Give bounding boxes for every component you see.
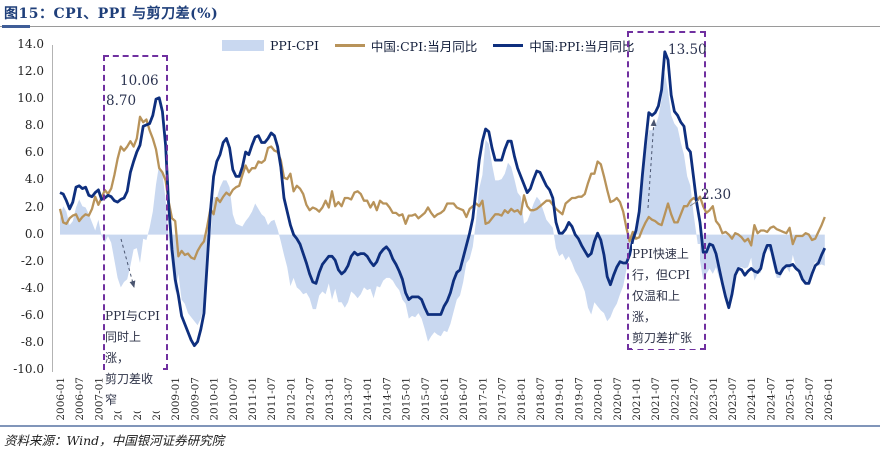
y-tick-label: 0.0 <box>24 226 44 241</box>
legend-item-ppi-cpi-area: PPI-CPI <box>222 38 319 53</box>
y-tick-label: 6.0 <box>24 145 44 160</box>
x-tick-label: 2012-07 <box>305 377 317 421</box>
source-note: 资料来源：Wind，中国银河证券研究院 <box>4 433 225 448</box>
y-tick-label: -2.0 <box>20 253 44 268</box>
x-tick-label: 2019-07 <box>573 377 585 421</box>
x-tick-label: 2024-01 <box>746 377 758 421</box>
y-tick-label: 14.0 <box>17 37 44 51</box>
x-tick-label: 2020-07 <box>612 377 624 421</box>
x-tick-label: 2014-01 <box>362 377 374 421</box>
y-tick-label: -6.0 <box>20 307 44 322</box>
title-accent-bar <box>2 25 30 28</box>
legend-item-cpi-line: 中国:CPI:当月同比 <box>334 36 478 55</box>
x-tick-label: 2021-01 <box>631 377 643 421</box>
title-divider <box>0 26 880 27</box>
x-tick-label: 2018-07 <box>535 377 547 421</box>
x-tick-label: 2023-01 <box>708 377 720 421</box>
y-tick-label: -8.0 <box>20 334 44 349</box>
x-tick-label: 2025-07 <box>804 377 816 421</box>
x-tick-label: 2022-07 <box>689 377 701 421</box>
legend-item-ppi-line: 中国:PPI:当月同比 <box>493 36 634 55</box>
x-tick-label: 2024-07 <box>765 377 777 421</box>
x-tick-label: 2016-07 <box>458 377 470 421</box>
arrow-down-icon <box>120 238 136 288</box>
x-tick-label: 2009-07 <box>189 377 201 421</box>
x-tick-label: 2017-07 <box>497 377 509 421</box>
ppi-line-swatch-icon <box>493 44 524 47</box>
x-tick-label: 2016-01 <box>439 377 451 421</box>
x-tick-label: 2025-01 <box>785 377 797 421</box>
ppi-peak-2021-label: 13.50 <box>668 42 707 58</box>
x-tick-label: 2011-01 <box>247 377 259 421</box>
figure-title: 图15：CPI、PPI 与剪刀差(%) <box>4 6 219 22</box>
x-tick-label: 2015-07 <box>420 377 432 421</box>
legend-label: PPI-CPI <box>270 38 319 53</box>
x-tick-label: 2013-01 <box>324 377 336 421</box>
x-tick-label: 2011-07 <box>266 377 278 421</box>
chart-legend: PPI-CPI 中国:CPI:当月同比 中国:PPI:当月同比 <box>222 36 634 55</box>
x-tick-label: 2010-07 <box>228 377 240 421</box>
annotation-box-2021-2022 <box>627 31 706 350</box>
x-tick-label: 2020-01 <box>593 377 605 421</box>
y-tick-label: 8.0 <box>24 118 44 133</box>
area-swatch-icon <box>222 40 264 51</box>
cpi-peak-2022-label: 2.30 <box>701 187 732 203</box>
ppi-cpi-area <box>60 72 825 342</box>
x-tick-label: 2018-01 <box>516 377 528 421</box>
x-tick-labels: 2006-012006-072007-012007-072008-012008-… <box>55 377 835 421</box>
y-tick-label: -10.0 <box>13 362 44 376</box>
x-tick-label: 2010-01 <box>209 377 221 421</box>
y-tick-label: 2.0 <box>24 199 44 214</box>
note-scissors-narrow: PPI与CPI 同时上涨， 剪刀差收窄 <box>105 306 163 411</box>
x-tick-label: 2019-01 <box>554 377 566 421</box>
x-tick-label: 2006-07 <box>74 377 86 421</box>
x-tick-label: 2017-01 <box>477 377 489 421</box>
y-axis-labels: 14.0 12.0 10.0 8.0 6.0 4.0 2.0 0.0 -2.0 -4.0 -6.0 -… <box>0 0 46 450</box>
y-tick-label: -4.0 <box>20 280 44 295</box>
ppi-peak-2008-label: 10.06 <box>120 73 159 89</box>
legend-label: 中国:PPI:当月同比 <box>529 39 635 54</box>
x-tick-label: 2026-01 <box>823 377 835 421</box>
ppi-line <box>59 50 827 348</box>
x-tick-label: 2014-07 <box>381 377 393 421</box>
x-tick-label: 2006-01 <box>55 377 67 421</box>
y-tick-label: 4.0 <box>24 172 44 187</box>
x-tick-label: 2009-01 <box>170 377 182 421</box>
x-tick-label: 2015-01 <box>401 377 413 421</box>
y-tick-label: 12.0 <box>17 64 44 79</box>
cpi-peak-2008-label: 8.70 <box>106 93 137 109</box>
cpi-line-swatch-icon <box>334 44 365 47</box>
x-tick-label: 2013-07 <box>343 377 355 421</box>
x-tick-label: 2022-01 <box>669 377 681 421</box>
note-scissors-widen: PPI快速上 行，但CPI 仅温和上涨， 剪刀差扩张 <box>632 244 700 349</box>
x-tick-label: 2021-07 <box>650 377 662 421</box>
y-tick-label: 10.0 <box>17 91 44 106</box>
arrow-up-icon <box>647 119 657 209</box>
footer-divider <box>0 425 880 427</box>
x-tick-label: 2007-01 <box>93 377 105 421</box>
legend-label: 中国:CPI:当月同比 <box>370 39 478 54</box>
x-tick-label: 2023-07 <box>727 377 739 421</box>
x-tick-label: 2012-01 <box>285 377 297 421</box>
callout-connector <box>689 199 700 207</box>
